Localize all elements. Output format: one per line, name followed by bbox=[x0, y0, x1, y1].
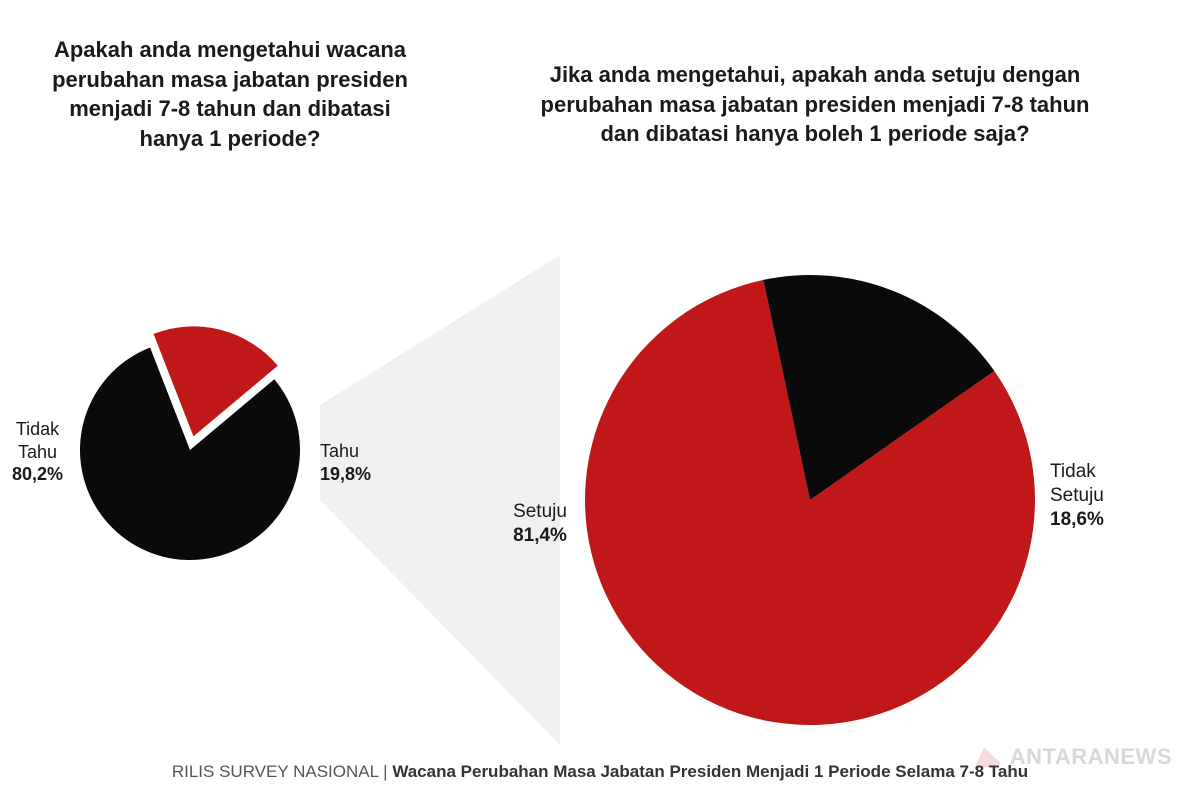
label-value: 19,8% bbox=[320, 463, 400, 486]
chart-canvas: Apakah anda mengetahui wacana perubahan … bbox=[0, 0, 1200, 800]
label-tidak-setuju: Tidak Setuju 18,6% bbox=[1050, 460, 1140, 531]
label-tidak-tahu: Tidak Tahu 80,2% bbox=[0, 418, 80, 486]
label-text: Tidak Tahu bbox=[0, 418, 80, 463]
label-tahu: Tahu 19,8% bbox=[320, 440, 400, 485]
label-value: 18,6% bbox=[1050, 508, 1140, 532]
label-value: 80,2% bbox=[0, 463, 80, 486]
right-pie bbox=[540, 230, 1080, 770]
footer-prefix: RILIS SURVEY NASIONAL | bbox=[172, 762, 392, 781]
left-question: Apakah anda mengetahui wacana perubahan … bbox=[40, 35, 420, 154]
footer-bold: Wacana Perubahan Masa Jabatan Presiden M… bbox=[392, 762, 1028, 781]
label-text: Setuju bbox=[495, 500, 585, 524]
label-value: 81,4% bbox=[495, 524, 585, 548]
label-text: Tidak Setuju bbox=[1050, 460, 1140, 508]
label-text: Tahu bbox=[320, 440, 400, 463]
footer-caption: RILIS SURVEY NASIONAL | Wacana Perubahan… bbox=[0, 762, 1200, 782]
right-question: Jika anda mengetahui, apakah anda setuju… bbox=[525, 60, 1105, 149]
label-setuju: Setuju 81,4% bbox=[495, 500, 585, 548]
